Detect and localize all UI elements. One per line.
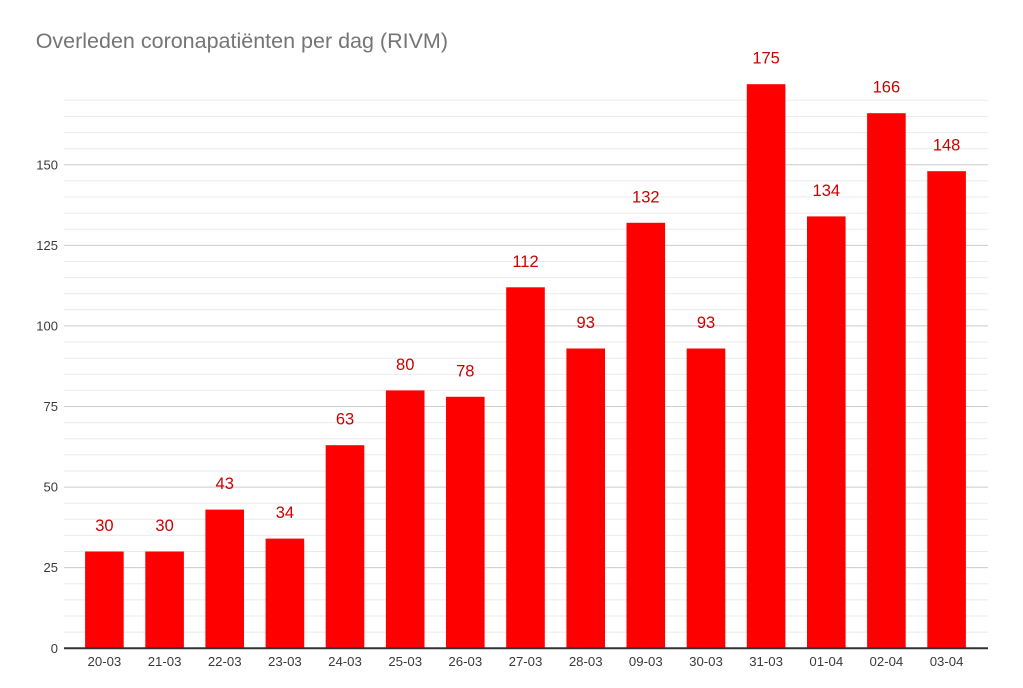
svg-text:02-04: 02-04 <box>870 654 904 669</box>
svg-text:22-03: 22-03 <box>208 654 242 669</box>
svg-text:150: 150 <box>36 157 58 172</box>
svg-text:24-03: 24-03 <box>328 654 362 669</box>
svg-text:31-03: 31-03 <box>749 654 783 669</box>
svg-text:28-03: 28-03 <box>569 654 603 669</box>
svg-text:78: 78 <box>456 362 474 380</box>
svg-text:175: 175 <box>752 50 780 68</box>
svg-text:80: 80 <box>396 356 414 374</box>
svg-text:132: 132 <box>632 188 660 206</box>
svg-text:100: 100 <box>36 319 58 334</box>
svg-text:166: 166 <box>873 79 901 97</box>
svg-text:63: 63 <box>336 411 354 429</box>
svg-text:30-03: 30-03 <box>689 654 723 669</box>
svg-text:01-04: 01-04 <box>809 654 843 669</box>
svg-text:09-03: 09-03 <box>629 654 663 669</box>
svg-text:134: 134 <box>813 182 841 200</box>
svg-text:93: 93 <box>577 314 595 332</box>
svg-text:03-04: 03-04 <box>930 654 964 669</box>
svg-text:Overleden coronapatiënten per: Overleden coronapatiënten per dag (RIVM) <box>36 29 448 53</box>
svg-text:148: 148 <box>933 137 961 155</box>
svg-text:21-03: 21-03 <box>148 654 182 669</box>
svg-text:26-03: 26-03 <box>448 654 482 669</box>
svg-text:112: 112 <box>512 253 538 271</box>
svg-text:23-03: 23-03 <box>268 654 302 669</box>
svg-text:43: 43 <box>216 475 234 493</box>
svg-text:125: 125 <box>36 238 58 253</box>
svg-text:27-03: 27-03 <box>509 654 543 669</box>
svg-text:25-03: 25-03 <box>388 654 422 669</box>
svg-text:30: 30 <box>95 517 113 535</box>
svg-text:50: 50 <box>44 480 58 495</box>
svg-text:0: 0 <box>51 641 58 656</box>
svg-text:93: 93 <box>697 314 715 332</box>
svg-text:30: 30 <box>155 517 173 535</box>
svg-text:75: 75 <box>44 399 58 414</box>
svg-text:34: 34 <box>276 504 294 522</box>
svg-text:25: 25 <box>44 560 58 575</box>
svg-text:20-03: 20-03 <box>88 654 122 669</box>
